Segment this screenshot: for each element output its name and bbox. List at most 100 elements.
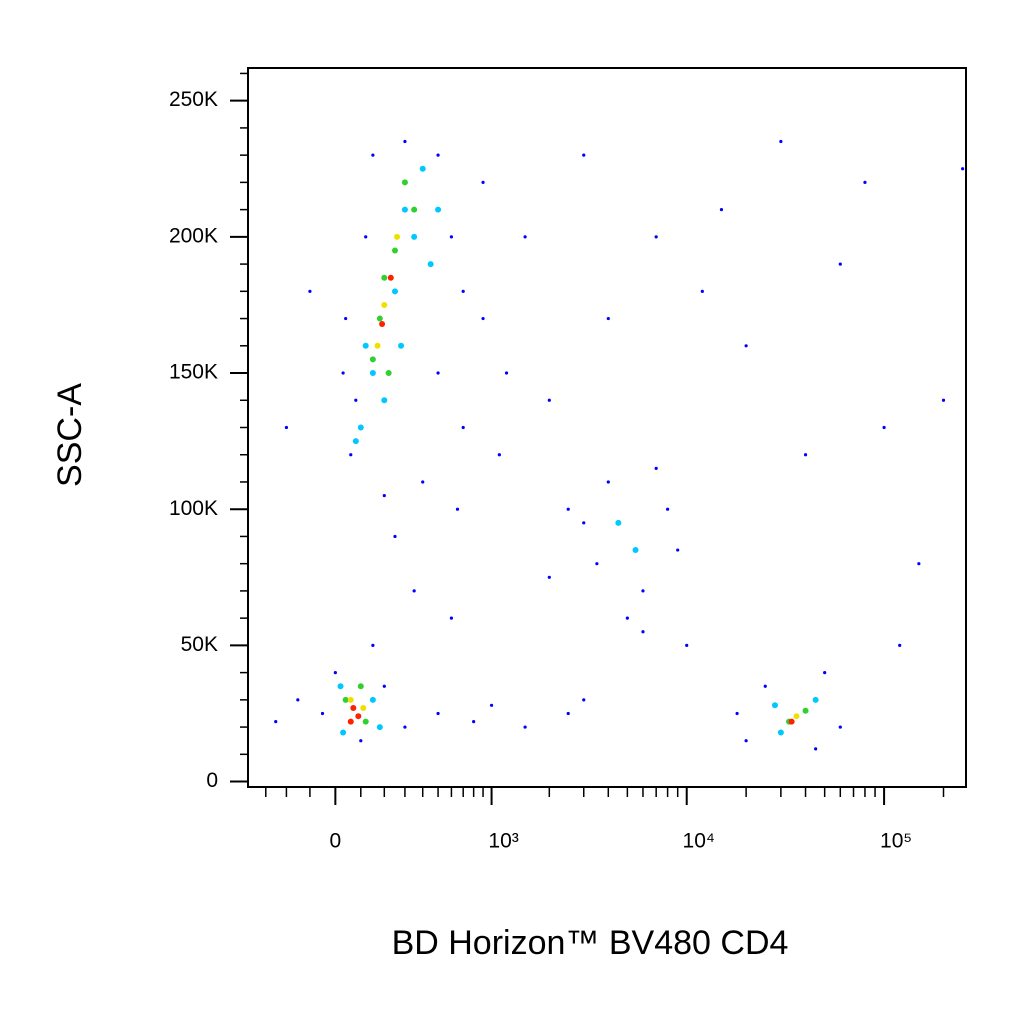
data-point (403, 725, 407, 729)
data-point (333, 671, 337, 675)
data-point (449, 616, 454, 620)
data-point (793, 713, 800, 720)
data-point (504, 371, 509, 375)
data-point (401, 179, 408, 186)
data-point (632, 547, 639, 554)
data-point (472, 720, 476, 724)
data-point (461, 425, 465, 430)
data-point (700, 289, 704, 293)
data-point (771, 702, 778, 709)
data-point (411, 233, 418, 240)
data-point (357, 683, 364, 690)
data-point (374, 342, 381, 349)
data-point (481, 316, 485, 321)
data-point (436, 711, 440, 716)
y-tick-label: 250K (169, 88, 218, 111)
data-point (882, 425, 886, 430)
data-point (359, 739, 363, 743)
data-point (898, 643, 902, 647)
data-point (566, 507, 570, 511)
data-point (582, 521, 586, 525)
data-point (595, 562, 599, 566)
x-axis-title: BD Horizon™ BV480 CD4 (392, 924, 789, 962)
x-tick-label: 10³ (488, 830, 518, 853)
data-point (342, 696, 349, 703)
data-point (393, 534, 397, 539)
data-point (606, 480, 610, 484)
data-point (523, 725, 527, 729)
data-point (523, 235, 527, 239)
data-point (347, 718, 354, 725)
data-point (582, 698, 586, 702)
data-point (455, 507, 460, 511)
data-point (654, 235, 658, 239)
data-point (547, 575, 551, 579)
y-axis-title: SSC-A (51, 383, 89, 487)
data-point (421, 480, 425, 484)
data-point (427, 261, 434, 268)
data-point (296, 698, 300, 702)
data-point (398, 342, 405, 349)
data-point (369, 370, 376, 377)
data-point (566, 711, 570, 716)
data-point (719, 208, 724, 212)
x-tick-label: 10⁴ (683, 830, 715, 853)
data-point (685, 643, 689, 647)
data-point (654, 466, 658, 470)
data-point (382, 684, 386, 688)
data-point (341, 371, 345, 375)
data-point (547, 398, 551, 402)
data-point (379, 321, 386, 328)
data-point (823, 671, 827, 675)
data-point (803, 453, 808, 457)
data-point (419, 165, 426, 172)
data-point (802, 707, 809, 714)
data-point (364, 235, 368, 239)
y-tick-label: 0 (206, 769, 218, 792)
data-point (814, 747, 818, 751)
data-point (812, 696, 819, 703)
x-tick-label: 10⁵ (880, 830, 912, 853)
data-point (641, 589, 645, 593)
data-point (350, 705, 357, 712)
data-point (394, 233, 401, 240)
data-point (369, 696, 376, 703)
data-point (344, 316, 348, 321)
data-point (666, 507, 670, 511)
data-point (355, 713, 362, 720)
data-point (941, 398, 946, 402)
data-point (381, 397, 388, 404)
data-point (489, 703, 494, 707)
data-point (735, 711, 739, 716)
data-point (403, 139, 407, 144)
data-point (357, 424, 364, 431)
data-point (436, 371, 440, 375)
data-point (838, 725, 842, 729)
y-tick-label: 150K (169, 361, 218, 384)
data-point (349, 453, 353, 457)
data-point (481, 180, 485, 184)
data-point (308, 289, 312, 293)
data-point (497, 453, 501, 457)
data-point (449, 235, 454, 239)
data-point (763, 684, 767, 688)
data-point (863, 180, 867, 184)
data-point (391, 247, 398, 254)
data-point (838, 262, 842, 266)
data-point (435, 206, 442, 213)
data-point (777, 729, 784, 736)
data-point (788, 718, 795, 725)
plot-frame (247, 67, 967, 788)
data-point (917, 562, 921, 566)
data-point (320, 711, 325, 716)
data-point (401, 206, 408, 213)
y-tick-label: 100K (169, 497, 218, 520)
data-point (779, 139, 783, 144)
data-point (337, 683, 344, 690)
data-point (625, 616, 629, 620)
data-point (461, 289, 465, 293)
data-point (412, 589, 416, 593)
data-point (382, 493, 386, 498)
data-point (381, 301, 388, 308)
